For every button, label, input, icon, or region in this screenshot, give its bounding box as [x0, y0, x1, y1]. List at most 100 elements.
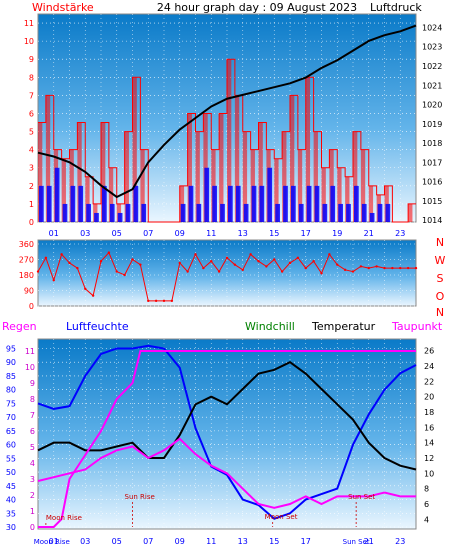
wind-direction-point — [170, 299, 174, 303]
rain-tick-label: 2 — [30, 491, 35, 500]
wind-direction-point — [304, 266, 307, 270]
wind-average-bar — [109, 203, 115, 222]
dewpoint-series-line — [37, 437, 416, 509]
humidity-tick-label: 75 — [6, 399, 16, 408]
wind-average-bar — [291, 185, 296, 222]
wind-tick-label: 9 — [29, 55, 34, 64]
wind-direction-point — [194, 253, 197, 256]
wind-average-bar — [275, 203, 280, 222]
wind-average-bar — [117, 212, 123, 222]
hour-tick-label: 23 — [395, 537, 405, 546]
wind-direction-point — [123, 273, 126, 277]
hour-tick-label: 17 — [301, 229, 311, 238]
compass-label: S — [437, 272, 444, 285]
temperature-tick-label: 12 — [424, 454, 434, 463]
wind-direction-point — [383, 266, 386, 270]
humidity-tick-label: 80 — [6, 386, 16, 395]
rain-tick-label: 9 — [30, 379, 35, 388]
wind-average-bar — [338, 203, 343, 222]
hour-tick-label: 09 — [175, 537, 185, 546]
wind-direction-point — [241, 268, 244, 272]
pressure-tick-label: 1019 — [422, 120, 442, 129]
wind-average-bar — [196, 203, 202, 222]
wind-direction-point — [44, 256, 48, 259]
temperature-series-line — [37, 361, 417, 471]
event-tick-label: Moon Rise — [34, 538, 70, 546]
direction-tick-label: 360 — [19, 240, 34, 249]
rain-tick-label: 3 — [30, 475, 35, 484]
pressure-tick-label: 1014 — [422, 216, 442, 225]
hour-tick-label: 03 — [80, 537, 90, 546]
temperature-humidity-marks — [37, 344, 417, 528]
pressure-tick-label: 1015 — [422, 197, 442, 206]
temperature-tick-label: 6 — [424, 500, 429, 509]
wind-pressure-axes: 0123456789101110141015101610171018101910… — [24, 19, 443, 238]
wind-average-bar — [62, 203, 68, 222]
hour-tick-label: 11 — [206, 229, 216, 238]
wind-direction-point — [249, 253, 252, 256]
wind-gust-bar — [321, 167, 326, 222]
hour-tick-label: 19 — [332, 229, 342, 238]
wind-tick-label: 1 — [29, 200, 34, 209]
wind-direction-point — [351, 270, 355, 273]
wind-direction-point — [336, 263, 339, 266]
wind-gust-bar — [234, 95, 240, 222]
humidity-tick-label: 60 — [6, 441, 16, 450]
humidity-tick-label: 90 — [6, 358, 16, 367]
humidity-tick-label: 40 — [6, 496, 16, 505]
wind-direction-point — [375, 265, 378, 268]
wind-gust-bar — [45, 95, 51, 222]
wind-direction-point — [320, 272, 323, 275]
direction-tick-label: 0 — [29, 302, 34, 311]
wind-direction-point — [257, 260, 260, 263]
wind-gust-bar — [93, 203, 98, 222]
wind-average-bar — [70, 185, 76, 222]
wind-average-bar — [346, 203, 351, 222]
wind-average-bar — [54, 167, 60, 222]
wind-average-bar — [314, 185, 320, 222]
wind-average-bar — [188, 185, 194, 222]
wind-direction-point — [162, 299, 166, 303]
wind-gust-bar — [337, 167, 342, 222]
temperature-tick-label: 16 — [424, 423, 434, 432]
wind-gust-bar — [195, 131, 200, 222]
wind-tick-label: 6 — [29, 109, 34, 118]
wind-average-bar — [259, 185, 265, 222]
pressure-tick-label: 1020 — [422, 101, 442, 110]
wind-direction-point — [217, 270, 221, 273]
pressure-tick-label: 1017 — [422, 158, 442, 167]
pressure-axis-title: Luftdruck — [370, 1, 422, 14]
wind-direction-point — [91, 294, 95, 297]
wind-direction-point — [359, 265, 363, 268]
wind-average-bar — [204, 167, 210, 222]
wind-average-bar — [306, 185, 312, 222]
wind-average-bar — [298, 203, 304, 222]
wind-gust-bar — [77, 122, 82, 222]
wind-direction-marks — [36, 251, 418, 303]
pressure-series-line — [37, 24, 417, 199]
legend-humidity: Luftfeuchte — [66, 320, 129, 333]
wind-average-bar — [235, 185, 241, 222]
wind-tick-label: 11 — [24, 19, 34, 28]
wind-average-bar — [125, 203, 131, 222]
temperature-tick-label: 18 — [424, 408, 434, 417]
legend-rain: Regen — [2, 320, 37, 333]
hour-tick-label: 07 — [143, 537, 153, 546]
wind-average-bar — [361, 203, 367, 222]
wind-average-bar — [283, 185, 288, 222]
hour-tick-label: 21 — [364, 537, 374, 546]
wind-direction-point — [312, 260, 315, 263]
wind-tick-label: 8 — [29, 73, 34, 82]
wind-tick-label: 0 — [29, 218, 34, 227]
wind-tick-label: 3 — [29, 164, 34, 173]
wind-gust-bar — [140, 149, 145, 222]
wind-gust-bar — [258, 122, 263, 222]
wind-average-bar — [330, 185, 336, 222]
rain-tick-label: 7 — [30, 411, 35, 420]
humidity-tick-label: 30 — [6, 523, 16, 532]
hour-tick-label: 07 — [143, 229, 153, 238]
wind-direction-point — [84, 287, 87, 290]
wind-gust-bar — [368, 185, 374, 222]
wind-gust-bar — [345, 176, 350, 222]
humidity-tick-label: 65 — [6, 427, 16, 436]
